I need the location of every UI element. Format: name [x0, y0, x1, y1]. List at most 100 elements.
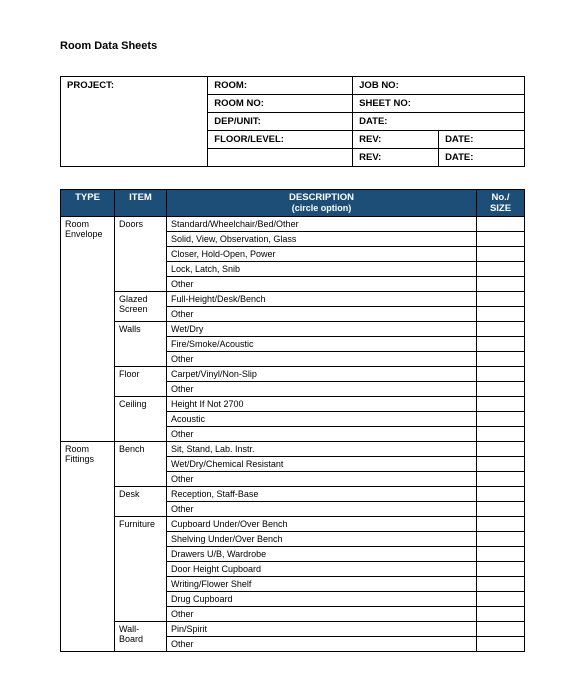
- cell-description: Fire/Smoke/Acoustic: [167, 337, 477, 352]
- cell-size: [477, 517, 525, 532]
- table-row: Room FittingsBenchSit, Stand, Lab. Instr…: [61, 442, 525, 457]
- cell-item: Wall-Board: [115, 622, 167, 652]
- cell-size: [477, 382, 525, 397]
- cell-description: Solid, View, Observation, Glass: [167, 232, 477, 247]
- label-sheet-no: SHEET NO:: [353, 95, 525, 113]
- cell-size: [477, 532, 525, 547]
- cell-size: [477, 337, 525, 352]
- cell-size: [477, 352, 525, 367]
- cell-description: Other: [167, 607, 477, 622]
- header-size: No./ SIZE: [477, 190, 525, 217]
- cell-item: Furniture: [115, 517, 167, 622]
- cell-size: [477, 247, 525, 262]
- cell-description: Door Height Cupboard: [167, 562, 477, 577]
- cell-description: Drawers U/B, Wardrobe: [167, 547, 477, 562]
- cell-size: [477, 427, 525, 442]
- cell-size: [477, 562, 525, 577]
- label-room-no: ROOM NO:: [208, 95, 353, 113]
- label-room: ROOM:: [208, 77, 353, 95]
- project-info-table: PROJECT: ROOM: JOB NO: ROOM NO: SHEET NO…: [60, 76, 525, 167]
- cell-description: Writing/Flower Shelf: [167, 577, 477, 592]
- cell-description: Other: [167, 307, 477, 322]
- cell-size: [477, 397, 525, 412]
- label-date1: DATE:: [353, 113, 525, 131]
- cell-size: [477, 367, 525, 382]
- cell-item: Glazed Screen: [115, 292, 167, 322]
- header-item: ITEM: [115, 190, 167, 217]
- cell-description: Other: [167, 427, 477, 442]
- blank-cell: [208, 149, 353, 167]
- cell-size: [477, 487, 525, 502]
- cell-item: Walls: [115, 322, 167, 367]
- cell-size: [477, 637, 525, 652]
- cell-size: [477, 412, 525, 427]
- label-date2: DATE:: [439, 131, 525, 149]
- cell-description: Standard/Wheelchair/Bed/Other: [167, 217, 477, 232]
- cell-description: Wet/Dry: [167, 322, 477, 337]
- cell-size: [477, 322, 525, 337]
- cell-description: Other: [167, 502, 477, 517]
- header-type: TYPE: [61, 190, 115, 217]
- cell-description: Carpet/Vinyl/Non-Slip: [167, 367, 477, 382]
- label-floor-level: FLOOR/LEVEL:: [208, 131, 353, 149]
- cell-description: Full-Height/Desk/Bench: [167, 292, 477, 307]
- cell-item: Doors: [115, 217, 167, 292]
- cell-description: Drug Cupboard: [167, 592, 477, 607]
- room-data-table: TYPE ITEM DESCRIPTION (circle option) No…: [60, 189, 525, 652]
- table-row: FloorCarpet/Vinyl/Non-Slip: [61, 367, 525, 382]
- table-row: Room EnvelopeDoorsStandard/Wheelchair/Be…: [61, 217, 525, 232]
- cell-item: Ceiling: [115, 397, 167, 442]
- cell-description: Acoustic: [167, 412, 477, 427]
- page-title: Room Data Sheets: [60, 40, 525, 52]
- cell-description: Other: [167, 382, 477, 397]
- cell-size: [477, 577, 525, 592]
- label-rev2: REV:: [353, 149, 439, 167]
- cell-size: [477, 592, 525, 607]
- cell-item: Floor: [115, 367, 167, 397]
- cell-item: Bench: [115, 442, 167, 487]
- cell-size: [477, 502, 525, 517]
- cell-description: Other: [167, 277, 477, 292]
- cell-description: Reception, Staff-Base: [167, 487, 477, 502]
- table-row: FurnitureCupboard Under/Over Bench: [61, 517, 525, 532]
- cell-description: Cupboard Under/Over Bench: [167, 517, 477, 532]
- cell-description: Pin/Spirit: [167, 622, 477, 637]
- cell-size: [477, 457, 525, 472]
- table-row: Glazed ScreenFull-Height/Desk/Bench: [61, 292, 525, 307]
- cell-size: [477, 217, 525, 232]
- cell-size: [477, 262, 525, 277]
- cell-item: Desk: [115, 487, 167, 517]
- cell-description: Other: [167, 472, 477, 487]
- cell-description: Shelving Under/Over Bench: [167, 532, 477, 547]
- cell-size: [477, 277, 525, 292]
- label-rev1: REV:: [353, 131, 439, 149]
- header-description: DESCRIPTION (circle option): [167, 190, 477, 217]
- cell-size: [477, 622, 525, 637]
- cell-size: [477, 472, 525, 487]
- label-job-no: JOB NO:: [353, 77, 525, 95]
- label-dep-unit: DEP/UNIT:: [208, 113, 353, 131]
- cell-description: Other: [167, 352, 477, 367]
- cell-type: Room Fittings: [61, 442, 115, 652]
- cell-size: [477, 232, 525, 247]
- cell-description: Other: [167, 637, 477, 652]
- cell-size: [477, 547, 525, 562]
- label-date3: DATE:: [439, 149, 525, 167]
- table-row: WallsWet/Dry: [61, 322, 525, 337]
- header-desc-main: DESCRIPTION: [171, 192, 472, 203]
- cell-description: Height If Not 2700: [167, 397, 477, 412]
- table-row: DeskReception, Staff-Base: [61, 487, 525, 502]
- cell-size: [477, 292, 525, 307]
- cell-description: Closer, Hold-Open, Power: [167, 247, 477, 262]
- label-project: PROJECT:: [61, 77, 208, 167]
- table-row: Wall-BoardPin/Spirit: [61, 622, 525, 637]
- cell-description: Lock, Latch, Snib: [167, 262, 477, 277]
- header-desc-sub: (circle option): [171, 203, 472, 213]
- cell-description: Wet/Dry/Chemical Resistant: [167, 457, 477, 472]
- cell-size: [477, 307, 525, 322]
- cell-size: [477, 607, 525, 622]
- cell-description: Sit, Stand, Lab. Instr.: [167, 442, 477, 457]
- table-row: CeilingHeight If Not 2700: [61, 397, 525, 412]
- cell-type: Room Envelope: [61, 217, 115, 442]
- cell-size: [477, 442, 525, 457]
